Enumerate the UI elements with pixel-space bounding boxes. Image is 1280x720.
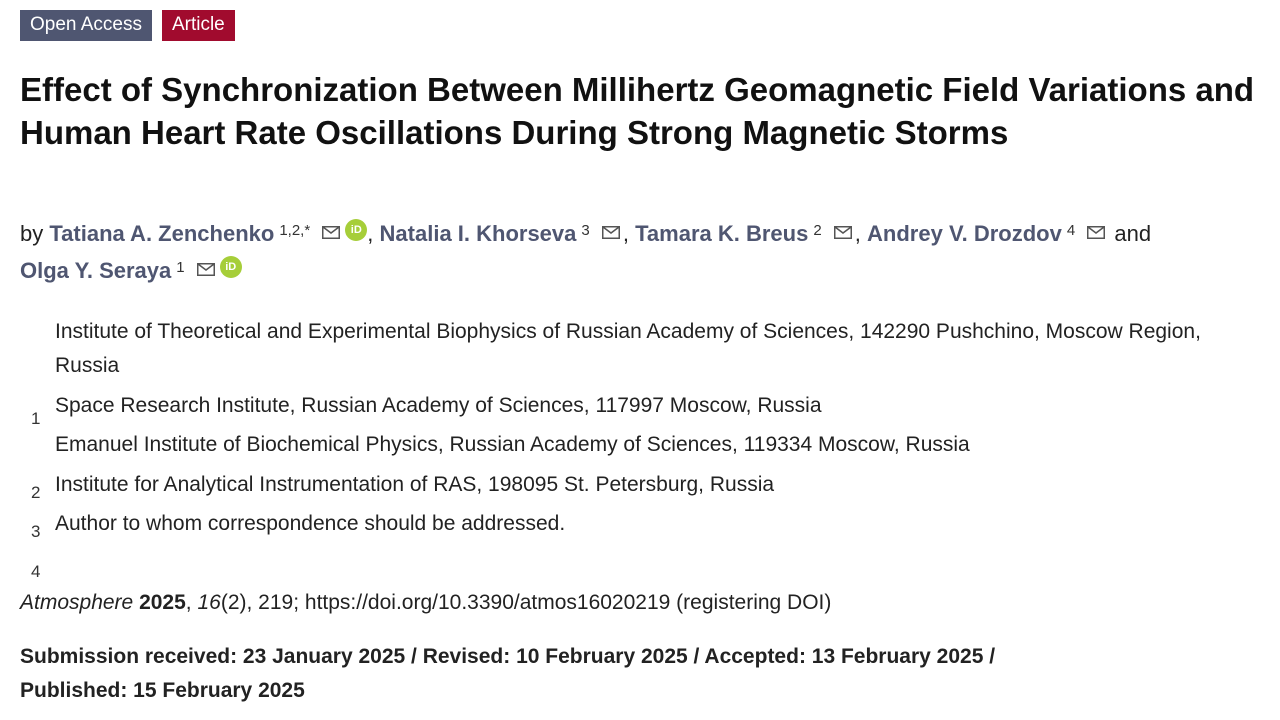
mail-icon[interactable] — [322, 226, 341, 239]
mail-icon[interactable] — [833, 226, 852, 239]
journal-name: Atmosphere — [20, 591, 134, 614]
citation-separator: , — [185, 591, 198, 614]
author-link[interactable]: Olga Y. Seraya — [20, 258, 172, 283]
citation-line: Atmosphere 2025, 16(2), 219; https://doi… — [20, 588, 1260, 618]
doi-note: (registering DOI) — [670, 591, 832, 614]
author-affiliation-sup: 1 — [176, 259, 185, 276]
author-separator: , — [622, 221, 636, 246]
affiliation-number: 3 — [31, 522, 41, 541]
author-list: by Tatiana A. Zenchenko 1,2,* iD, Natalia… — [20, 214, 1260, 288]
citation-volume: 16 — [197, 591, 221, 614]
byline-conjunction: and — [1114, 221, 1152, 246]
dates-line: Submission received: 23 January 2025 / R… — [20, 645, 996, 668]
author-link[interactable]: Tamara K. Breus — [635, 221, 809, 246]
doi-link[interactable]: https://doi.org/10.3390/atmos16020219 — [304, 591, 671, 614]
affiliation-number: 4 — [31, 562, 41, 581]
affiliation-number: 1 — [31, 409, 41, 428]
author-link[interactable]: Tatiana A. Zenchenko — [49, 221, 275, 246]
article-title: Effect of Synchronization Between Millih… — [20, 71, 1255, 151]
author-affiliation-sup: 1,2,* — [279, 222, 311, 239]
author-separator: , — [367, 221, 380, 246]
mail-icon[interactable] — [601, 226, 620, 239]
orcid-icon[interactable]: iD — [219, 256, 242, 278]
affiliation-text: Author to whom correspondence should be … — [55, 512, 566, 535]
author-affiliation-sup: 4 — [1066, 222, 1076, 239]
byline-prefix: by — [20, 221, 44, 246]
open-access-badge[interactable]: Open Access — [20, 10, 152, 41]
affiliation-text: Institute of Theoretical and Experimenta… — [55, 320, 1201, 377]
publication-dates: Submission received: 23 January 2025 / R… — [20, 640, 1140, 708]
orcid-icon[interactable]: iD — [345, 219, 368, 241]
citation-year: 2025 — [139, 591, 186, 614]
author-link[interactable]: Natalia I. Khorseva — [379, 221, 577, 246]
author-link[interactable]: Andrey V. Drozdov — [867, 221, 1062, 246]
affiliation-text: Space Research Institute, Russian Academ… — [55, 394, 822, 417]
author-affiliation-sup: 3 — [581, 222, 590, 239]
affiliation-number: 2 — [31, 483, 41, 502]
article-type-badge[interactable]: Article — [161, 10, 235, 41]
affiliation-text: Emanuel Institute of Biochemical Physics… — [55, 433, 970, 456]
author-affiliation-sup: 2 — [813, 222, 822, 239]
published-date: Published: 15 February 2025 — [20, 679, 305, 702]
author-separator: , — [854, 221, 868, 246]
article-badges: Open Access Article — [20, 10, 235, 41]
citation-pages: , 219; — [246, 591, 305, 614]
mail-icon[interactable] — [196, 263, 215, 276]
citation-issue: (2) — [220, 591, 247, 614]
affiliation-text: Institute for Analytical Instrumentation… — [55, 473, 775, 496]
mail-icon[interactable] — [1087, 226, 1106, 239]
